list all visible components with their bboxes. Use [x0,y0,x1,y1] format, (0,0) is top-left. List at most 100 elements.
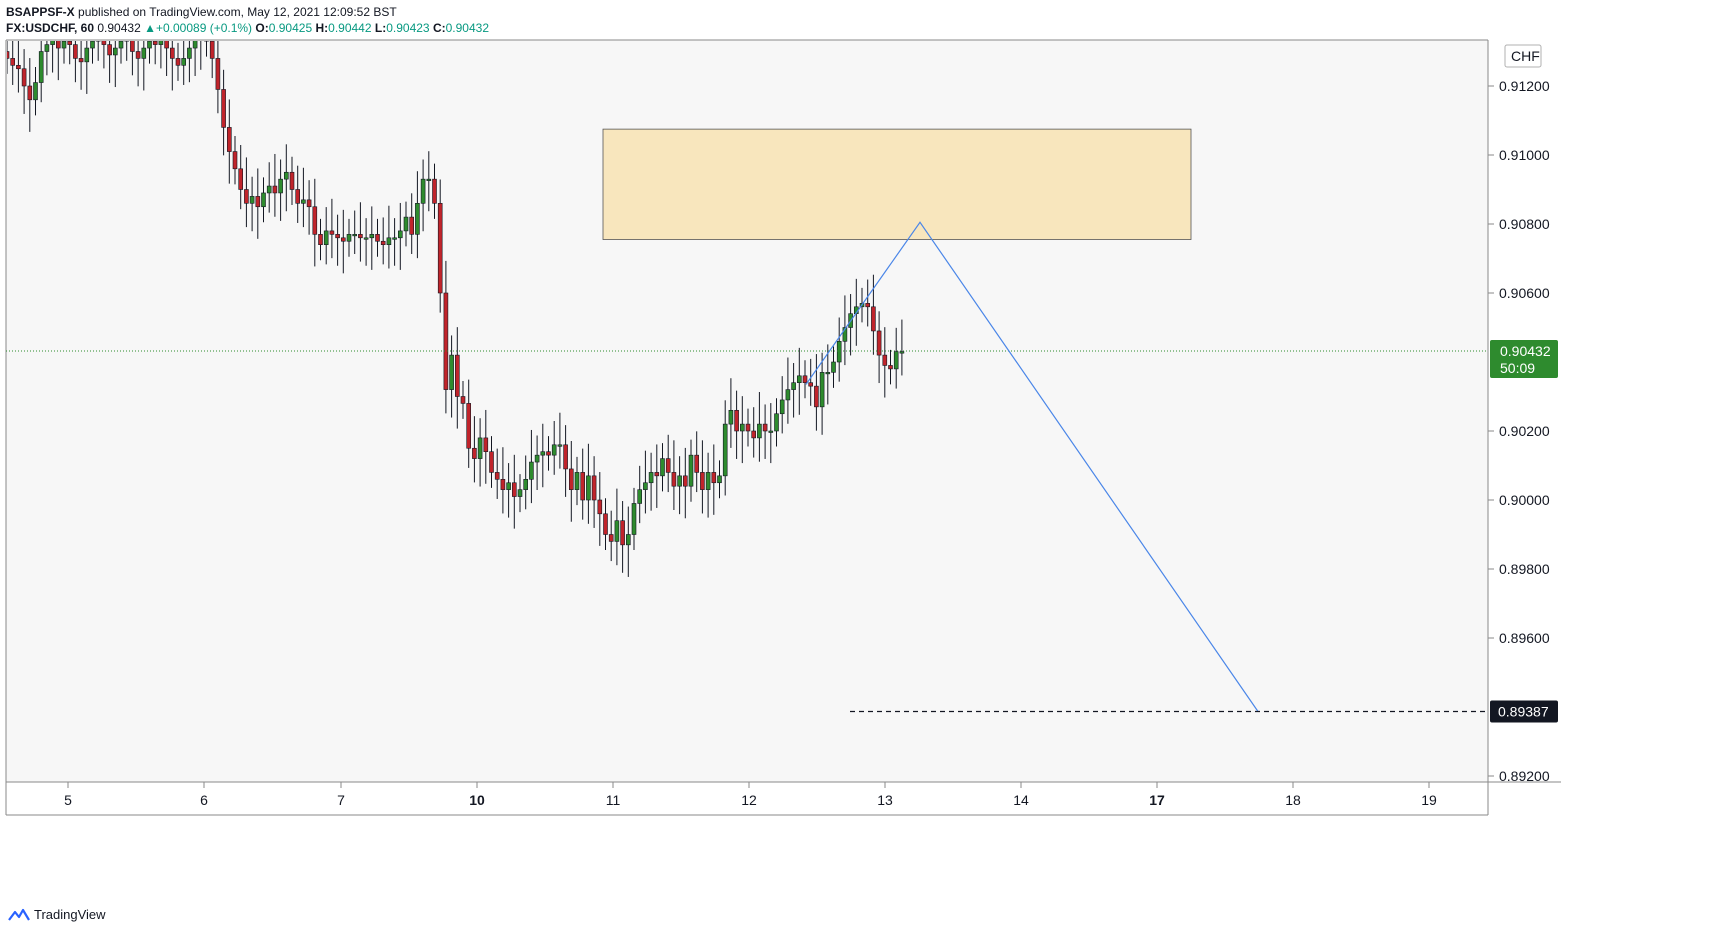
candle-body[interactable] [61,41,67,49]
candle-body[interactable] [130,38,135,52]
candle-body[interactable] [215,58,221,90]
candle-body[interactable] [38,51,44,83]
candle-body[interactable] [876,330,882,356]
candle-body[interactable] [819,372,825,408]
candle-body[interactable] [494,472,500,480]
candle-body[interactable] [477,437,483,459]
candle-body[interactable] [170,47,175,59]
candle-body[interactable] [199,34,203,37]
candle-body[interactable] [272,185,278,194]
candle-body[interactable] [654,472,660,477]
candle-body[interactable] [540,451,546,456]
candle-body[interactable] [694,454,700,473]
candle-body[interactable] [113,47,118,56]
candle-body[interactable] [33,82,38,101]
candle-body[interactable] [420,178,426,204]
candle-body[interactable] [67,41,72,45]
candle-body[interactable] [466,403,472,449]
candle-body[interactable] [10,58,15,66]
candle-body[interactable] [893,351,899,370]
candle-body[interactable] [454,354,460,397]
candle-body[interactable] [779,399,785,415]
candle-body[interactable] [682,475,688,487]
candle-body[interactable] [192,38,198,49]
candle-body[interactable] [386,237,392,246]
candle-body[interactable] [534,454,540,463]
candle-body[interactable] [808,382,814,387]
candle-body[interactable] [757,423,762,439]
candle-body[interactable] [175,58,181,66]
candle-body[interactable] [227,127,232,152]
candle-body[interactable] [255,196,261,208]
candle-body[interactable] [187,47,192,59]
candle-body[interactable] [73,44,78,59]
symbol-label[interactable]: FX:USDCHF, 60 [6,21,95,35]
candle-body[interactable] [289,171,295,190]
projection-path[interactable] [805,221,1259,712]
candle-body[interactable] [380,240,386,245]
candle-body[interactable] [768,430,774,433]
candle-body[interactable] [597,499,603,515]
candle-body[interactable] [443,292,449,390]
candle-body[interactable] [358,234,363,239]
candle-body[interactable] [432,178,437,204]
footer-brand[interactable]: TradingView [8,907,106,922]
candle-body[interactable] [415,203,420,235]
candle-body[interactable] [546,451,551,456]
candle-body[interactable] [614,520,620,542]
candle-body[interactable] [21,68,27,87]
candle-body[interactable] [392,237,397,240]
candle-body[interactable] [323,230,329,245]
candle-body[interactable] [312,206,318,235]
candle-body[interactable] [671,472,677,487]
candle-body[interactable] [739,423,745,432]
candle-body[interactable] [27,85,33,101]
candle-body[interactable] [437,203,443,294]
candle-body[interactable] [802,375,808,383]
candle-body[interactable] [249,196,255,204]
candle-body[interactable] [620,520,625,546]
candle-body[interactable] [660,458,665,477]
candle-body[interactable] [899,351,905,354]
candle-body[interactable] [728,409,734,425]
candle-body[interactable] [506,482,511,490]
candle-body[interactable] [221,89,226,128]
candle-body[interactable] [563,444,568,470]
candle-body[interactable] [825,372,831,375]
candle-body[interactable] [551,444,557,456]
candle-body[interactable] [842,327,848,342]
author-name[interactable]: BSAPPSF-X [6,5,75,19]
candle-body[interactable] [426,178,432,181]
candle-body[interactable] [603,513,608,535]
candle-body[interactable] [460,396,466,404]
candle-body[interactable] [871,306,876,332]
resistance-zone[interactable] [602,128,1192,240]
candle-body[interactable] [295,189,301,204]
candle-body[interactable] [340,237,346,242]
candle-body[interactable] [717,475,722,484]
candle-body[interactable] [734,409,739,432]
candle-body[interactable] [44,44,50,52]
candle-body[interactable] [688,454,694,487]
candle-body[interactable] [500,478,506,490]
candle-body[interactable] [84,47,90,63]
candle-body[interactable] [836,340,842,363]
candle-body[interactable] [557,444,563,447]
candle-body[interactable] [637,489,643,504]
candle-body[interactable] [204,34,209,42]
candle-body[interactable] [831,361,836,373]
candle-body[interactable] [791,382,796,390]
candle-body[interactable] [50,38,55,45]
candle-body[interactable] [472,447,477,459]
candle-body[interactable] [232,151,238,170]
candle-body[interactable] [489,451,494,473]
candle-body[interactable] [722,423,728,477]
candle-body[interactable] [158,38,164,45]
candle-body[interactable] [483,437,489,452]
candle-body[interactable] [745,423,751,432]
candle-body[interactable] [261,192,266,208]
candle-body[interactable] [55,38,61,49]
candle-body[interactable] [135,51,141,59]
candle-body[interactable] [306,199,312,208]
candle-body[interactable] [574,472,580,490]
